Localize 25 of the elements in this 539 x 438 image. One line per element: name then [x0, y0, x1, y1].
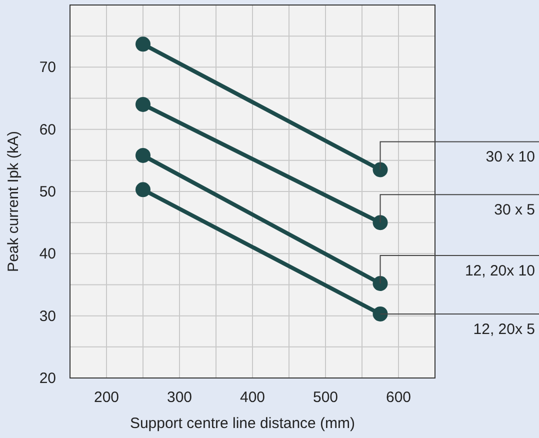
y-tick-label: 70 [39, 59, 56, 76]
x-tick-label: 200 [94, 389, 120, 406]
y-axis-title: Peak current Ipk (kA) [5, 131, 22, 272]
text: 12, 20x 5 [473, 320, 535, 338]
x-tick-label: 400 [240, 389, 266, 406]
point [372, 215, 388, 230]
y-tick-label: 40 [39, 246, 56, 263]
point [136, 148, 150, 163]
y-tick-label: 50 [39, 184, 56, 200]
text: 30 x 10 [486, 148, 535, 166]
point [136, 182, 150, 198]
text: 30 x 5 [494, 202, 535, 219]
text: 12, 20x 10 [464, 262, 535, 280]
x-axis-title: Support centre line distance (mm) [130, 415, 356, 432]
y-tick-label: 20 [39, 370, 56, 387]
y-tick-label: 30 [39, 308, 56, 325]
x-tick-label: 600 [386, 389, 412, 406]
point [372, 306, 388, 322]
x-tick-label: 500 [312, 389, 338, 406]
point [372, 276, 388, 292]
point [372, 162, 388, 178]
x-tick-label: 300 [166, 389, 192, 406]
point [136, 96, 150, 112]
y-tick-label: 60 [39, 121, 56, 138]
point [136, 36, 150, 52]
